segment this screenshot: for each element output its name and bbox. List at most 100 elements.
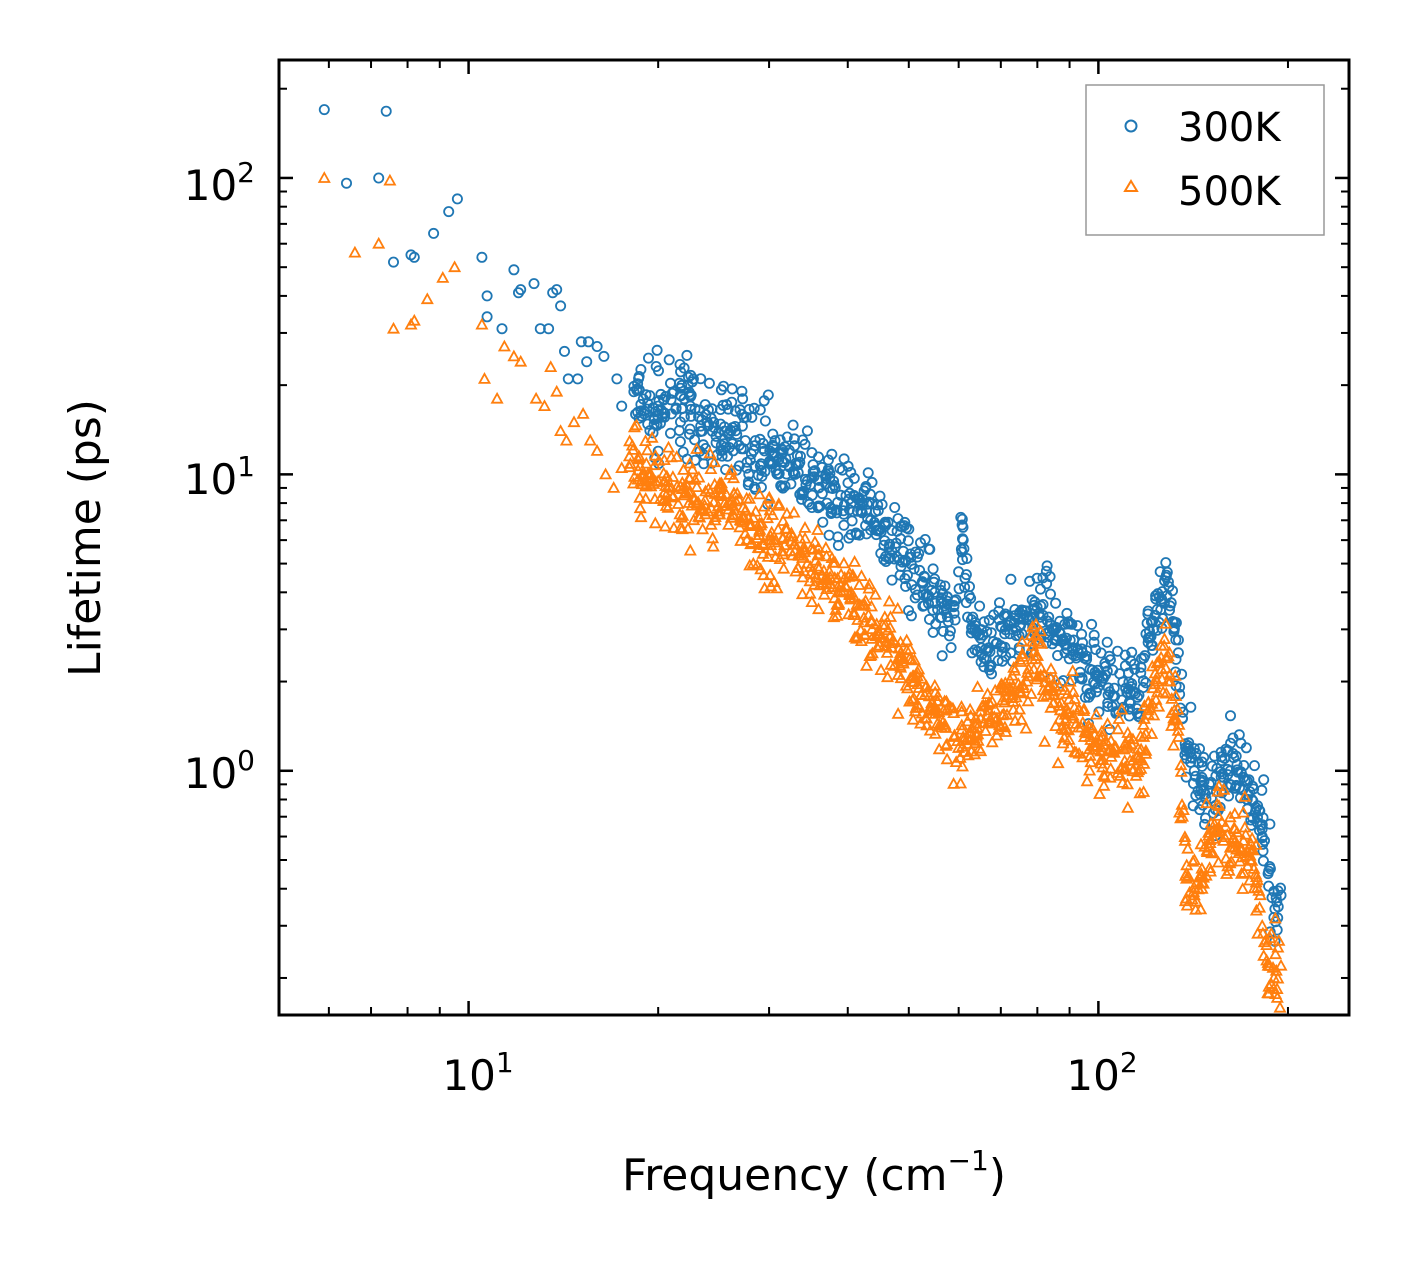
data-point-300k-351 xyxy=(794,456,806,468)
data-point-300k-146 xyxy=(643,352,655,364)
data-point-300k-875 xyxy=(1164,604,1176,616)
data-point-500k-794 xyxy=(1096,743,1110,756)
data-point-500k-791 xyxy=(1098,769,1112,782)
data-point-500k-676 xyxy=(1025,619,1040,632)
data-point-300k-930 xyxy=(1197,799,1209,811)
data-point-500k-754 xyxy=(1077,704,1091,716)
data-point-300k-263 xyxy=(730,405,742,417)
data-point-500k-180 xyxy=(667,521,681,533)
data-point-500k-224 xyxy=(704,462,718,475)
data-point-500k-643 xyxy=(998,720,1012,733)
data-point-300k-29 xyxy=(591,340,603,352)
data-point-500k-681 xyxy=(1022,662,1036,675)
data-point-300k-383 xyxy=(817,516,829,528)
data-point-300k-11 xyxy=(481,290,493,302)
data-point-500k-339 xyxy=(777,561,791,574)
data-point-300k-460 xyxy=(869,520,881,532)
data-point-300k-676 xyxy=(1026,594,1038,606)
data-point-500k-448 xyxy=(856,598,870,610)
data-point-500k-1027 xyxy=(1271,971,1285,984)
data-point-300k-856 xyxy=(1151,624,1163,636)
data-point-300k-521 xyxy=(909,584,921,596)
data-point-500k-125 xyxy=(627,469,642,482)
data-point-500k-488 xyxy=(891,668,905,680)
data-point-500k-217 xyxy=(690,442,704,454)
data-point-500k-923 xyxy=(1196,870,1211,883)
data-point-500k-322 xyxy=(764,538,778,551)
data-point-300k-994 xyxy=(1245,814,1257,826)
data-point-500k-283 xyxy=(746,556,760,569)
data-point-500k-958 xyxy=(1218,819,1233,832)
data-point-500k-902 xyxy=(1181,841,1195,854)
data-point-500k-1017 xyxy=(1260,953,1274,966)
data-point-500k-1032 xyxy=(1270,991,1284,1003)
data-point-500k-650 xyxy=(998,676,1012,688)
data-point-300k-815 xyxy=(1114,668,1126,680)
data-point-500k-382 xyxy=(819,549,834,562)
data-point-500k-376 xyxy=(808,567,822,580)
data-point-500k-616 xyxy=(974,744,988,757)
data-point-500k-145 xyxy=(639,474,653,487)
data-point-500k-440 xyxy=(854,569,869,581)
data-point-300k-373 xyxy=(801,425,813,437)
data-point-300k-1015 xyxy=(1256,832,1268,844)
data-point-500k-1034 xyxy=(1270,982,1284,994)
data-point-500k-918 xyxy=(1187,853,1201,865)
data-point-500k-477 xyxy=(878,618,892,630)
data-point-300k-968 xyxy=(1227,732,1239,744)
data-point-500k-883 xyxy=(1169,689,1183,701)
data-point-500k-429 xyxy=(852,578,866,590)
data-point-500k-296 xyxy=(754,518,768,531)
data-point-500k-199 xyxy=(682,496,696,508)
data-point-500k-662 xyxy=(1007,661,1021,673)
data-point-500k-660 xyxy=(1005,691,1019,703)
data-point-500k-358 xyxy=(789,564,803,577)
data-point-300k-31 xyxy=(611,373,623,385)
data-point-300k-835 xyxy=(1136,653,1148,665)
data-point-500k-337 xyxy=(776,514,790,526)
data-point-300k-650 xyxy=(1001,610,1013,622)
data-point-500k-520 xyxy=(907,653,922,666)
data-point-500k-524 xyxy=(915,671,929,684)
data-point-500k-176 xyxy=(666,490,680,503)
data-point-500k-161 xyxy=(653,492,667,504)
data-point-500k-472 xyxy=(880,646,894,658)
data-point-300k-403 xyxy=(828,479,840,491)
y-tick-label-1: 101 xyxy=(184,450,255,504)
data-point-500k-744 xyxy=(1066,664,1080,676)
data-point-300k-512 xyxy=(899,573,911,585)
data-point-300k-339 xyxy=(777,455,789,467)
data-point-300k-302 xyxy=(759,465,771,477)
data-point-500k-405 xyxy=(828,555,842,568)
data-point-500k-223 xyxy=(707,495,721,508)
data-point-500k-746 xyxy=(1066,708,1080,721)
data-point-500k-668 xyxy=(1015,634,1029,647)
data-point-500k-122 xyxy=(632,449,646,462)
data-point-300k-495 xyxy=(886,574,898,586)
data-point-500k-645 xyxy=(999,725,1013,737)
data-point-300k-909 xyxy=(1183,743,1195,755)
data-point-500k-927 xyxy=(1195,861,1209,874)
data-point-500k-27 xyxy=(607,481,621,493)
data-point-500k-887 xyxy=(1171,702,1185,715)
data-point-300k-905 xyxy=(1185,701,1197,713)
data-point-500k-892 xyxy=(1172,718,1186,730)
data-point-300k-237 xyxy=(708,421,720,433)
data-point-500k-142 xyxy=(639,456,653,469)
data-point-500k-16 xyxy=(529,391,543,404)
data-point-300k-238 xyxy=(710,437,722,449)
data-point-300k-890 xyxy=(1174,681,1186,693)
data-point-300k-153 xyxy=(663,354,675,366)
data-point-300k-271 xyxy=(731,428,743,440)
data-point-300k-282 xyxy=(746,411,758,423)
data-point-500k-1030 xyxy=(1268,911,1282,924)
data-point-300k-45 xyxy=(759,445,771,457)
data-point-300k-27 xyxy=(581,356,593,368)
data-point-500k-642 xyxy=(999,690,1013,703)
data-point-300k-625 xyxy=(984,659,996,671)
data-point-300k-210 xyxy=(689,403,701,415)
data-point-500k-1020 xyxy=(1263,959,1277,971)
data-point-500k-785 xyxy=(1095,730,1109,742)
legend-box xyxy=(1085,84,1325,236)
data-point-300k-327 xyxy=(788,433,800,445)
